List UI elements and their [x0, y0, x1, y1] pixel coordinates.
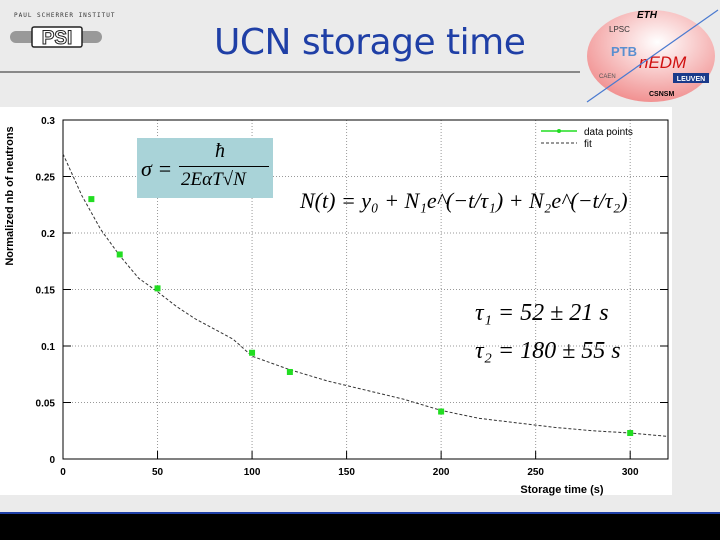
- data-point: [88, 196, 95, 203]
- data-point: [249, 349, 256, 356]
- x-tick-label: 250: [527, 467, 544, 478]
- y-tick-label: 0.2: [41, 229, 55, 240]
- sigma-lhs: σ =: [141, 156, 173, 181]
- logo-csnsm: CSNSM: [649, 91, 674, 98]
- legend: data points fit: [541, 127, 633, 150]
- chart-area: [0, 107, 672, 495]
- sigma-formula-box: σ = ħ 2EαT√N: [137, 138, 273, 198]
- logo-ptb: PTB: [611, 44, 637, 59]
- data-point: [154, 285, 161, 292]
- x-tick-label: 200: [433, 467, 450, 478]
- plot-frame: [62, 119, 669, 460]
- logo-leuven: LEUVEN: [677, 76, 705, 83]
- legend-fit: fit: [584, 139, 592, 150]
- y-tick-label: 0.1: [41, 342, 55, 353]
- x-tick-label: 50: [152, 467, 164, 478]
- fit-curve: [62, 153, 669, 437]
- tau2-value: τ₂ = 180 ± 55 s: [475, 338, 621, 364]
- y-tick-label: 0.3: [41, 116, 55, 127]
- collaboration-logos: ETH LPSC PTB nEDM LEUVEN CSNSM CAEN: [586, 9, 719, 103]
- psi-logo-text: PSI: [42, 28, 73, 48]
- y-tick-label: 0.05: [36, 399, 56, 410]
- y-tick-label: 0.15: [36, 286, 56, 297]
- fit-equation: N(t) = y₀ + N₁e^(−t/τ₁) + N₂e^(−t/τ₂): [300, 188, 628, 213]
- y-tick-label: 0: [49, 455, 55, 466]
- storage-time-chart: 0 50 100 150 200 250 300 0 0.05 0.1 0.15 0.2 0.25 0.3…: [4, 116, 669, 496]
- psi-logo: PSI: [10, 26, 102, 48]
- x-tick-label: 300: [622, 467, 639, 478]
- title-divider: [0, 71, 580, 73]
- logo-caen: CAEN: [599, 74, 616, 80]
- psi-logo-caption: PAUL SCHERRER INSTITUT: [14, 12, 116, 19]
- y-tick-label: 0.25: [36, 173, 56, 184]
- data-point: [286, 368, 293, 375]
- x-tick-label: 100: [244, 467, 261, 478]
- x-tick-label: 0: [60, 467, 66, 478]
- logo-eth: ETH: [637, 10, 658, 21]
- x-axis-label: Storage time (s): [520, 484, 603, 496]
- sigma-denominator: 2EαT√N: [181, 169, 246, 190]
- data-point: [627, 430, 634, 437]
- slide-title: UCN storage time: [214, 22, 526, 63]
- tau1-value: τ₁ = 52 ± 21 s: [475, 300, 609, 326]
- legend-data-points: data points: [584, 127, 633, 138]
- data-point: [438, 408, 445, 415]
- x-tick-label: 150: [338, 467, 355, 478]
- y-axis-label: Normalized nb of neutrons: [4, 126, 16, 265]
- data-point: [116, 251, 123, 258]
- bottom-bar: [0, 512, 720, 540]
- sigma-numerator: ħ: [215, 140, 225, 162]
- logo-lpsc: LPSC: [609, 25, 630, 34]
